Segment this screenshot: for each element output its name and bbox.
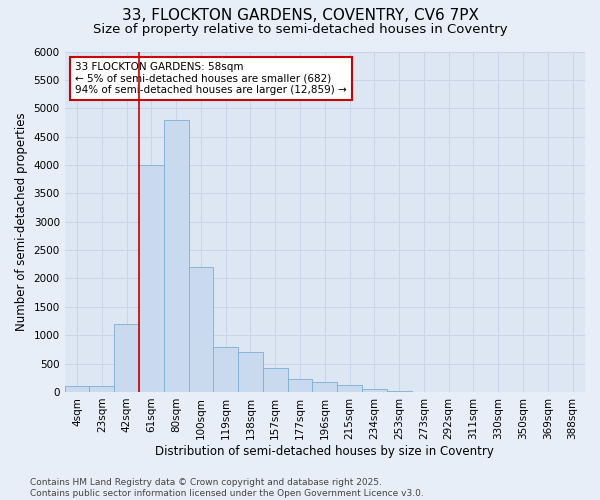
- Bar: [164, 120, 188, 392]
- Text: Contains HM Land Registry data © Crown copyright and database right 2025.
Contai: Contains HM Land Registry data © Crown c…: [30, 478, 424, 498]
- Bar: [362, 388, 387, 392]
- Bar: [139, 165, 164, 392]
- Text: 33, FLOCKTON GARDENS, COVENTRY, CV6 7PX: 33, FLOCKTON GARDENS, COVENTRY, CV6 7PX: [121, 8, 479, 22]
- Text: 33 FLOCKTON GARDENS: 58sqm
← 5% of semi-detached houses are smaller (682)
94% of: 33 FLOCKTON GARDENS: 58sqm ← 5% of semi-…: [75, 62, 347, 95]
- Bar: [89, 386, 114, 392]
- Bar: [263, 368, 287, 392]
- Bar: [387, 391, 412, 392]
- Bar: [287, 380, 313, 392]
- Text: Size of property relative to semi-detached houses in Coventry: Size of property relative to semi-detach…: [92, 22, 508, 36]
- Bar: [214, 346, 238, 392]
- X-axis label: Distribution of semi-detached houses by size in Coventry: Distribution of semi-detached houses by …: [155, 444, 494, 458]
- Bar: [114, 324, 139, 392]
- Bar: [313, 382, 337, 392]
- Bar: [65, 386, 89, 392]
- Bar: [238, 352, 263, 392]
- Bar: [337, 384, 362, 392]
- Y-axis label: Number of semi-detached properties: Number of semi-detached properties: [15, 112, 28, 331]
- Bar: [188, 267, 214, 392]
